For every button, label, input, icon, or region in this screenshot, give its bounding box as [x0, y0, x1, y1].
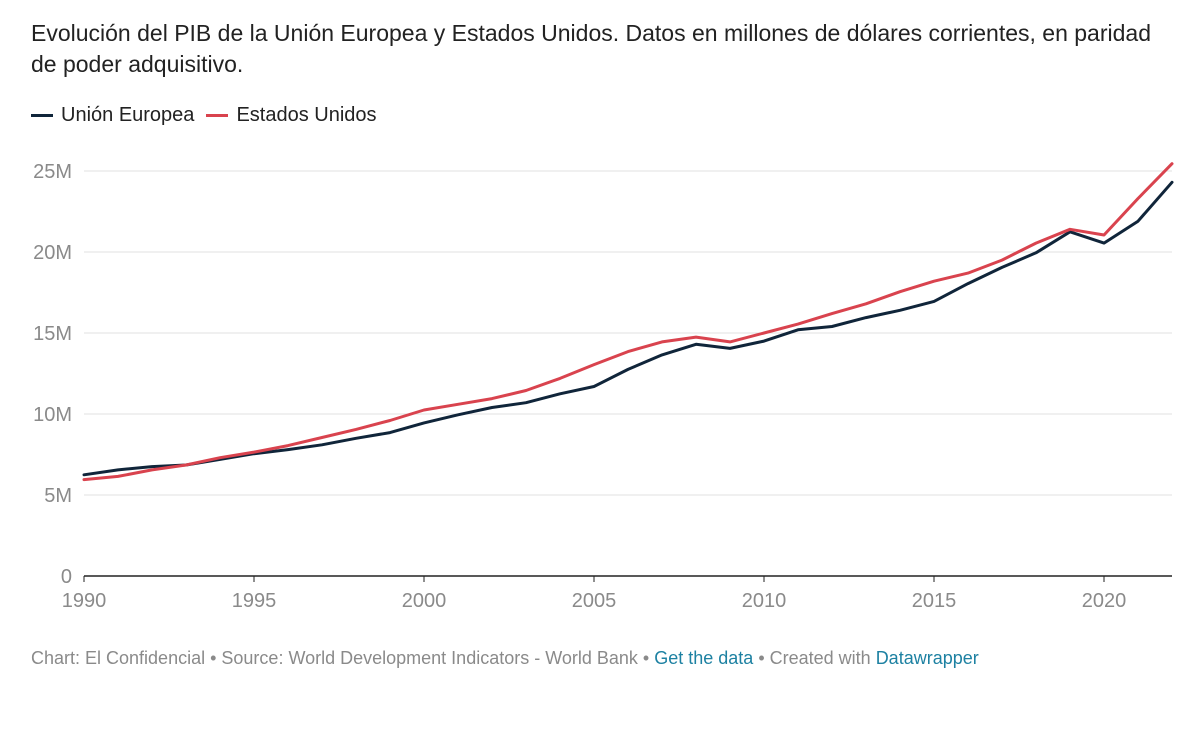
legend-label-eu: Unión Europea: [61, 104, 195, 126]
legend: Unión Europea Estados Unidos: [31, 104, 389, 127]
series-line-estados-unidos: [82, 162, 1174, 482]
x-tick-label: 1990: [62, 590, 107, 612]
footer-created-with: Created with: [769, 648, 876, 668]
x-tick-label: 2000: [402, 590, 447, 612]
chart-title: Evolución del PIB de la Unión Europea y …: [31, 20, 1151, 77]
x-tick-label: 2010: [742, 590, 787, 612]
datawrapper-link[interactable]: Datawrapper: [875, 648, 979, 668]
legend-swatch-eu: [31, 114, 53, 117]
footer-source: Source: World Development Indicators - W…: [221, 648, 638, 668]
x-tick-label: 2015: [912, 590, 957, 612]
footer-credit: Chart: El Confidencial: [31, 648, 206, 668]
y-tick-label: 0: [61, 566, 72, 588]
y-tick-label: 20M: [33, 242, 72, 264]
x-tick-label: 2005: [572, 590, 617, 612]
y-tick-label: 10M: [33, 404, 72, 426]
footer-separator: •: [205, 648, 222, 668]
y-tick-label: 25M: [33, 161, 72, 183]
legend-item-us: Estados Unidos: [206, 104, 377, 127]
get-the-data-link[interactable]: Get the data: [654, 648, 754, 668]
legend-label-us: Estados Unidos: [236, 104, 377, 126]
footer-separator: •: [753, 648, 770, 668]
x-tick-label: 1995: [232, 590, 277, 612]
y-tick-label: 15M: [33, 323, 72, 345]
legend-item-eu: Unión Europea: [31, 104, 194, 127]
x-tick-label: 2020: [1082, 590, 1127, 612]
series-line-union-europea: [82, 180, 1174, 477]
footer-separator: •: [637, 648, 655, 668]
y-tick-label: 5M: [44, 485, 72, 507]
chart-footer: Chart: El Confidencial • Source: World D…: [31, 648, 979, 669]
line-chart: 0 5M 10M 15M 20M 25M 1990 1995 2000 2005 2010 2015 2…: [33, 161, 1174, 612]
legend-swatch-us: [206, 114, 229, 117]
